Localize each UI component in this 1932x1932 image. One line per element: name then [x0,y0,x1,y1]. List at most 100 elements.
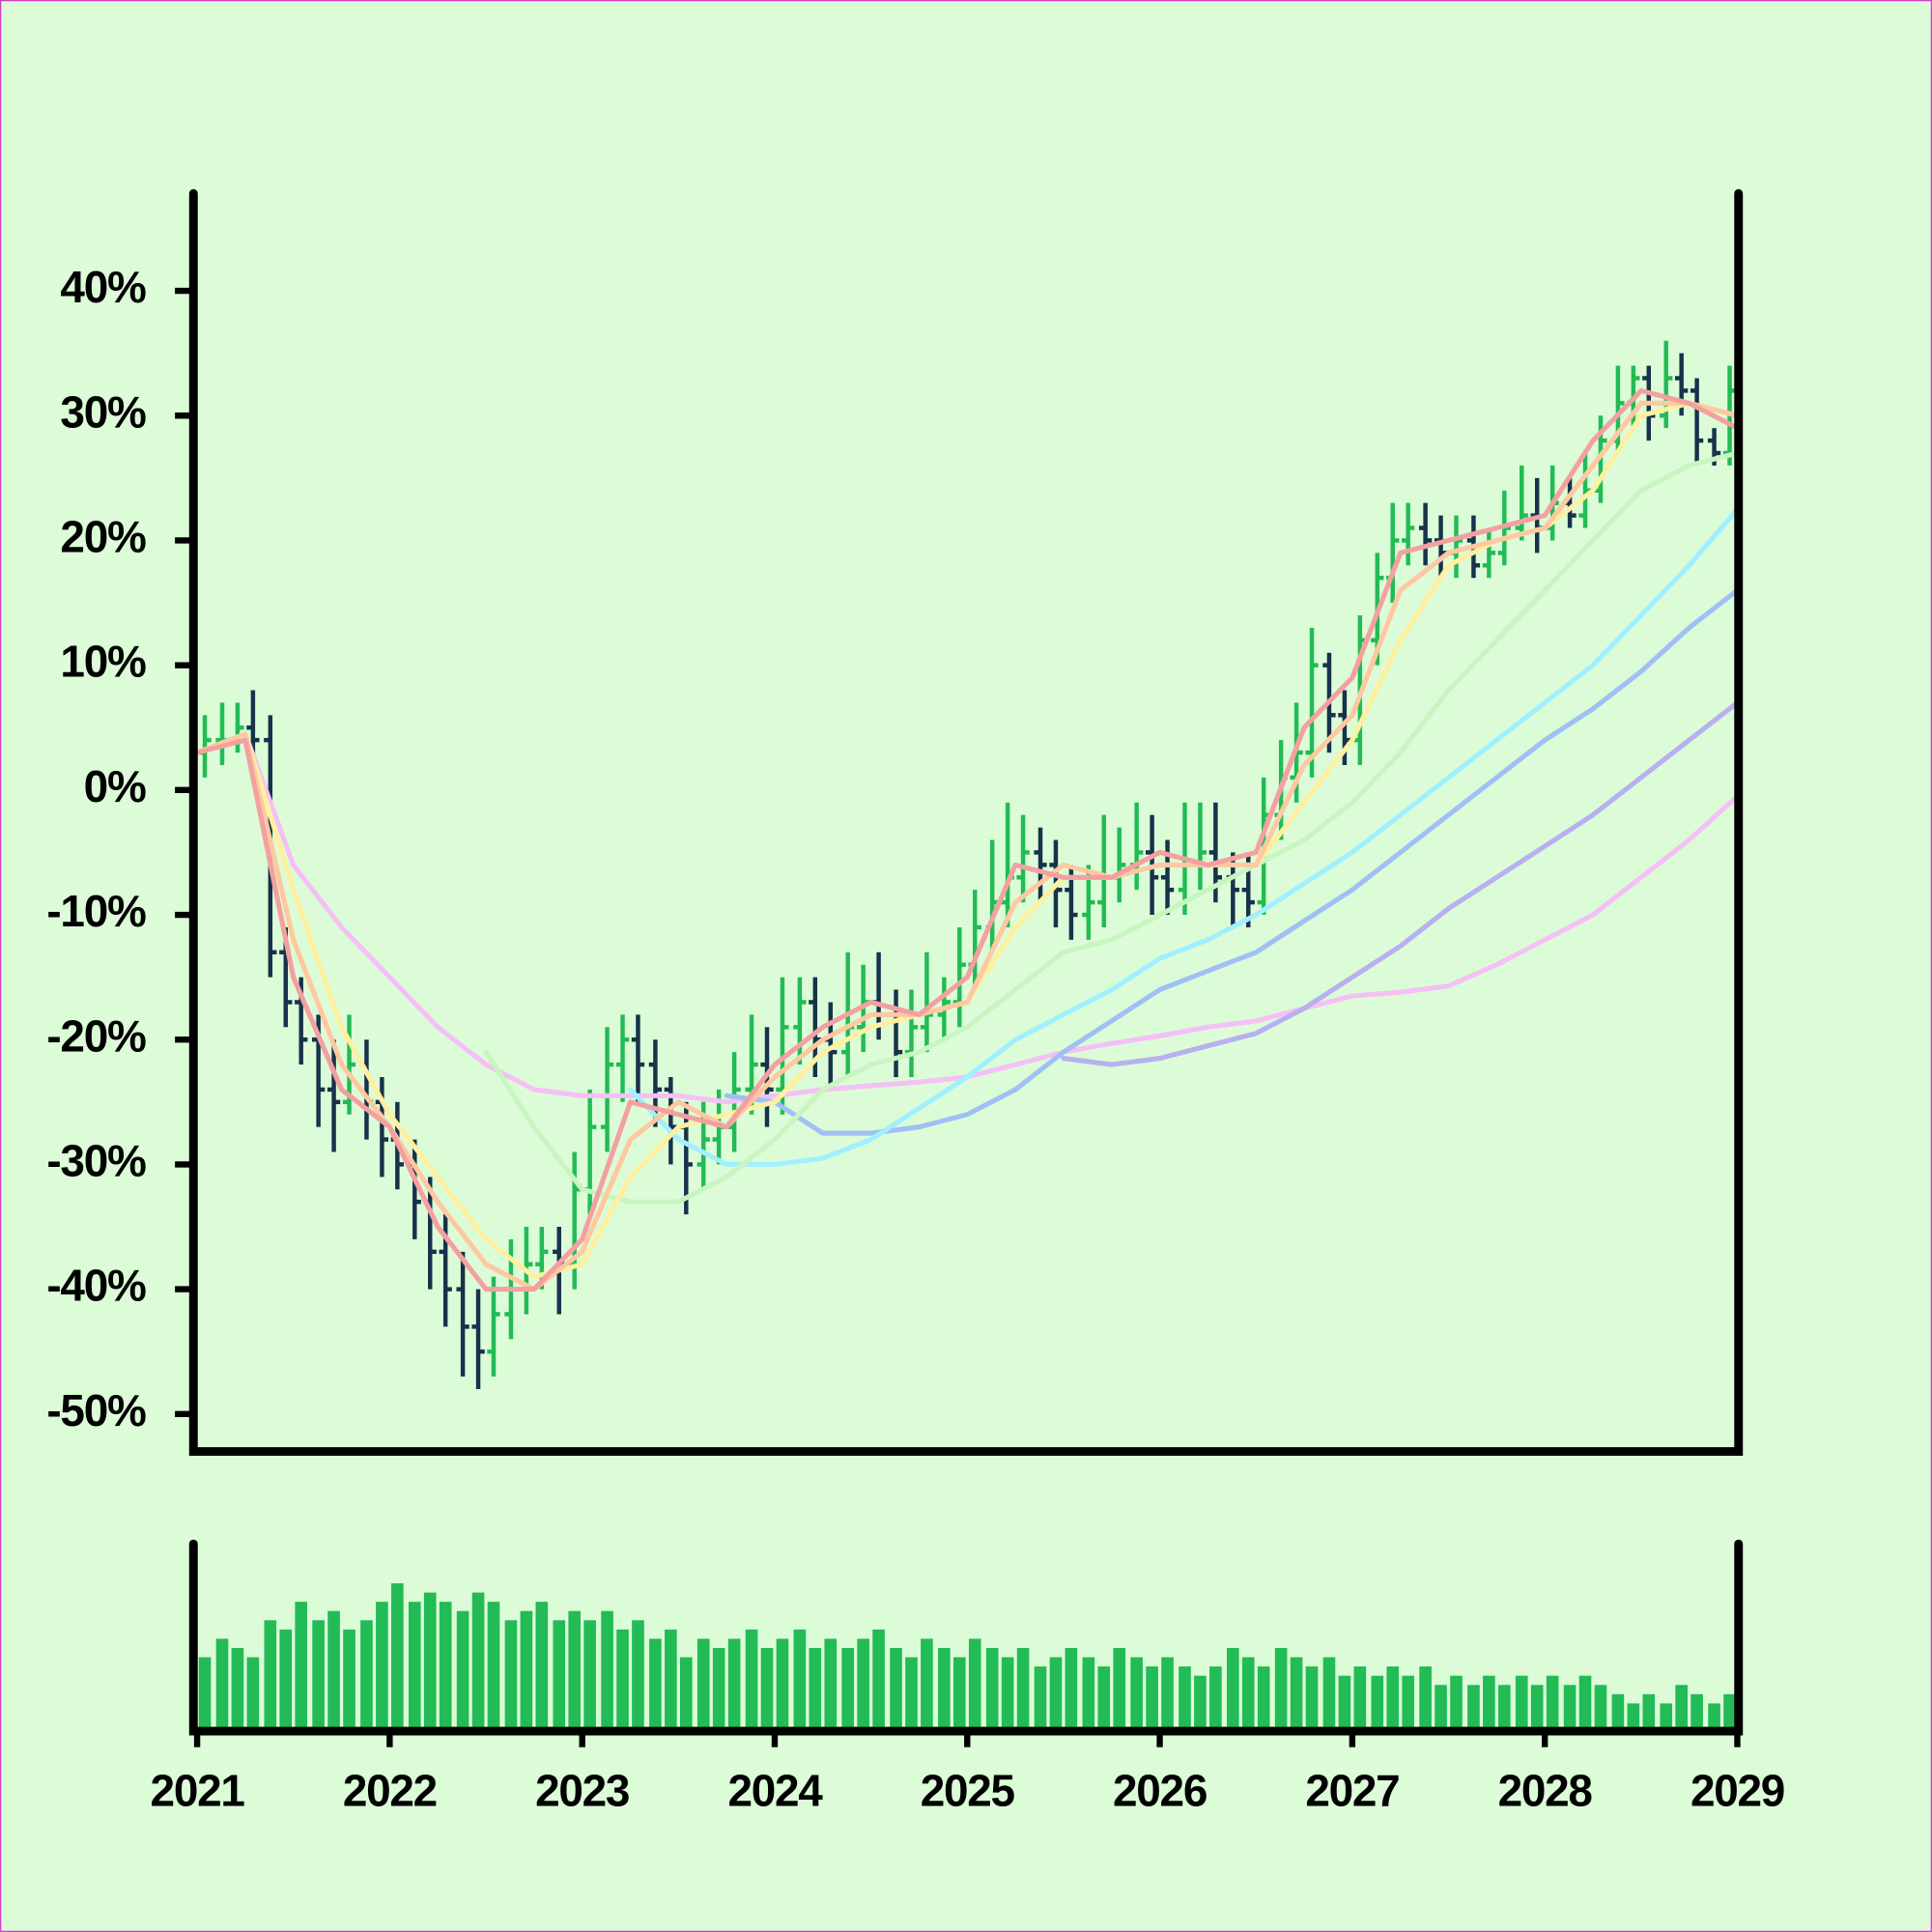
ohlc-bar [1305,627,1319,778]
x-tick-label: 2029 [1690,1765,1784,1815]
x-tick-label: 2027 [1305,1765,1399,1815]
moving-average-line [724,587,1741,1136]
volume-bar [1402,1675,1414,1732]
ohlc-bar [1515,465,1528,541]
y-tick-label: -30% [46,1136,146,1186]
volume-bar [952,1657,966,1732]
volume-bar [264,1620,277,1732]
volume-bar [1353,1666,1367,1732]
x-tick-label: 2023 [535,1765,629,1815]
volume-bar [1627,1703,1640,1732]
volume-bar [696,1638,710,1732]
x-tick-label: 2024 [727,1765,823,1815]
volume-bar [1675,1685,1688,1732]
moving-average-line [628,506,1741,1167]
volume-bar [1435,1685,1447,1732]
ohlc-bar [1034,827,1047,903]
y-tick-label: 30% [60,386,146,437]
y-tick-label: 20% [60,512,146,562]
ohlc-bar [793,977,807,1065]
ohlc-bar [471,1289,485,1389]
volume-bar [1611,1693,1625,1732]
volume-bar [1016,1647,1030,1732]
volume-bar [1179,1666,1191,1732]
ohlc-bar [456,1251,469,1378]
volume-bar [1001,1657,1014,1732]
volume-bar [1563,1685,1577,1732]
volume-bar [1065,1647,1078,1732]
moving-average-line [1061,699,1741,1067]
volume-bar [312,1620,325,1732]
volume-bar [1049,1657,1063,1732]
volume-bar [1209,1666,1222,1732]
volume-bar [921,1638,933,1732]
volume-bar [809,1647,822,1732]
volume-bar [198,1657,212,1732]
y-tick-label: -50% [46,1385,146,1435]
x-tick-label: 2026 [1113,1765,1207,1815]
volume-bar [520,1610,533,1732]
volume-bar [215,1638,229,1732]
volume-bar [1338,1675,1351,1732]
volume-bar [1241,1657,1255,1732]
y-tick-label: 0% [84,761,146,811]
volume-bar [649,1638,662,1732]
volume-bar [360,1620,373,1732]
ohlc-bar [1482,527,1496,579]
volume-bar [1690,1693,1703,1732]
volume-bar [824,1638,838,1732]
volume-bar [1483,1675,1495,1732]
main-frame [188,188,1744,1457]
volume-bar [1274,1647,1288,1732]
x-tick-label: 2025 [921,1765,1015,1815]
volume-bar [439,1602,452,1732]
frame [188,188,1744,1736]
volume-bar [1708,1703,1720,1732]
volume-bar [1723,1693,1736,1732]
volume-bar [1450,1675,1463,1732]
volume-bar [1467,1685,1480,1732]
volume-bar [760,1647,774,1732]
volume-bar [504,1620,518,1732]
volume-bar [616,1629,629,1732]
volume-bar [1660,1703,1673,1732]
volume-bar [938,1647,951,1732]
volume-bar [601,1610,613,1732]
volume-bar [246,1657,260,1732]
volume-bar [1082,1657,1095,1732]
y-tick-label: 10% [60,637,146,687]
moving-average-line [194,387,1741,1293]
ohlc-bar [1402,502,1415,566]
volume-bar [1113,1647,1126,1732]
volume-bar [985,1647,999,1732]
volume-bar [776,1638,789,1732]
volume-bar [1305,1666,1319,1732]
volume-bar [1130,1657,1143,1732]
y-tick-label: -20% [46,1010,146,1061]
ohlc-bar [1418,502,1433,566]
y-tick-label: -10% [46,886,146,936]
volume-bar [890,1647,902,1732]
volume-bar [231,1647,244,1732]
volume-bar [905,1657,918,1732]
ohlc-bar [1690,378,1704,466]
volume-bar [1226,1647,1239,1732]
ohlc-bar [487,1276,500,1378]
x-tick-label: 2021 [151,1765,245,1815]
volume-bar [376,1602,388,1732]
volume-frame [188,1539,1744,1736]
ohlc-bar [600,1027,614,1152]
volume-bar [745,1629,758,1732]
volume-bar [679,1657,693,1732]
volume-bar [583,1620,596,1732]
volume-bar [793,1629,807,1732]
x-tick-label: 2022 [343,1765,437,1815]
volume-bar [1515,1675,1528,1732]
volume-bar [1034,1666,1047,1732]
volume-bar [872,1629,885,1732]
volume-bar [343,1629,355,1732]
volume-bar [295,1602,308,1732]
x-tick-label: 2028 [1498,1765,1593,1815]
volume-bar [1530,1685,1544,1732]
volume-bar [1594,1685,1607,1732]
